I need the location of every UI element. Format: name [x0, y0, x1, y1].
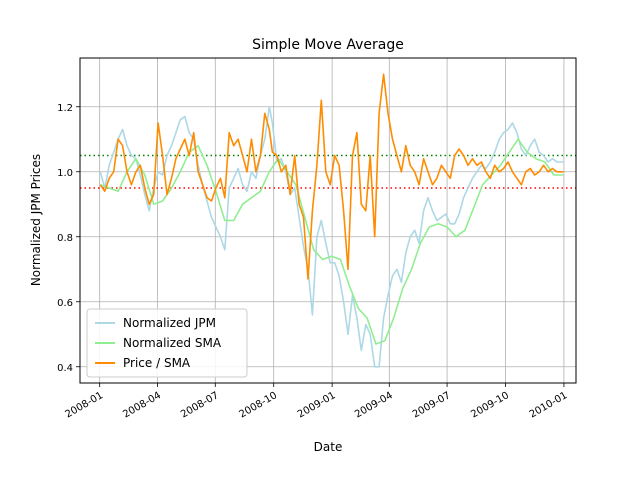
legend-box — [86, 308, 248, 378]
gridlines — [80, 58, 576, 383]
series-line-price-sma — [99, 73, 564, 280]
legend-label: Normalized SMA — [123, 336, 222, 350]
series-layer — [99, 73, 564, 368]
y-tick-label: 1.2 — [57, 103, 73, 114]
plot-frame — [79, 57, 577, 384]
legend-label: Price / SMA — [123, 356, 191, 370]
y-tick-label: 0.4 — [57, 363, 73, 374]
y-axis: 0.4 0.6 0.8 1.0 1.2 — [57, 103, 80, 374]
series-line-normalized-sma — [100, 138, 564, 345]
y-tick-label: 0.6 — [57, 298, 73, 309]
y-tick-label: 0.8 — [57, 233, 73, 244]
chart-title: Simple Move Average — [252, 37, 404, 53]
legend: Normalized JPM Normalized SMA Price / SMA — [86, 308, 248, 378]
y-axis-label: Normalized JPM Prices — [29, 154, 43, 286]
legend-label: Normalized JPM — [123, 316, 216, 330]
x-axis-label: Date — [314, 440, 343, 454]
y-tick-label: 1.0 — [57, 168, 73, 179]
threshold-lines — [80, 154, 576, 189]
